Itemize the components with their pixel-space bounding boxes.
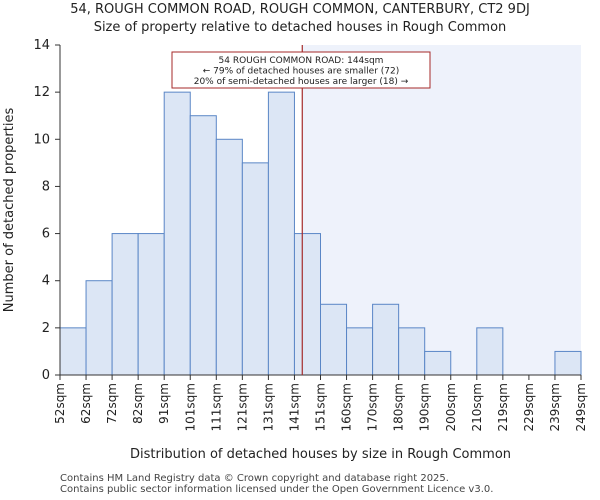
annotation-line: 54 ROUGH COMMON ROAD: 144sqm xyxy=(219,56,384,66)
y-tick-label: 2 xyxy=(42,321,50,336)
x-tick-label: 82sqm xyxy=(131,383,145,424)
x-tick-label: 121sqm xyxy=(235,383,249,431)
histogram-bar xyxy=(189,115,217,376)
x-tick-label: 170sqm xyxy=(366,383,380,431)
y-tick-label: 4 xyxy=(42,274,50,289)
y-tick-label: 8 xyxy=(42,179,50,194)
histogram-bar xyxy=(398,327,426,376)
x-tick-label: 249sqm xyxy=(574,383,588,431)
histogram-bar xyxy=(346,327,374,376)
x-tick-label: 180sqm xyxy=(392,383,406,431)
histogram-bar xyxy=(554,350,582,376)
histogram-bar xyxy=(372,303,400,376)
chart-title: 54, ROUGH COMMON ROAD, ROUGH COMMON, CAN… xyxy=(70,2,530,17)
y-tick-label: 10 xyxy=(33,132,50,147)
x-tick-label: 72sqm xyxy=(105,383,119,424)
x-tick-label: 151sqm xyxy=(314,383,328,431)
annotation-box xyxy=(171,51,431,89)
y-tick-label: 6 xyxy=(42,227,50,242)
histogram-bar xyxy=(476,327,504,376)
x-tick-label: 111sqm xyxy=(209,383,223,431)
histogram-bar xyxy=(137,233,165,376)
x-tick-label: 52sqm xyxy=(53,383,67,424)
histogram-bar xyxy=(293,233,322,376)
y-tick-label: 12 xyxy=(33,85,50,100)
footer-copyright: Contains HM Land Registry data © Crown c… xyxy=(60,473,449,484)
histogram-bar xyxy=(241,162,269,376)
histogram-bar xyxy=(424,350,452,376)
histogram-bar xyxy=(267,91,295,376)
histogram-bar xyxy=(85,280,113,376)
x-tick-label: 131sqm xyxy=(261,383,275,431)
x-tick-label: 229sqm xyxy=(522,383,536,431)
x-tick-label: 219sqm xyxy=(496,383,510,431)
histogram-bar xyxy=(215,138,243,376)
x-tick-label: 239sqm xyxy=(548,383,562,431)
histogram-bar xyxy=(320,303,348,376)
y-tick-label: 0 xyxy=(42,368,50,383)
x-tick-label: 141sqm xyxy=(287,383,301,431)
annotation-line: 20% of semi-detached houses are larger (… xyxy=(194,77,409,87)
y-axis-label: Number of detached properties xyxy=(2,108,17,313)
footer-licence: Contains public sector information licen… xyxy=(60,484,494,495)
x-tick-label: 210sqm xyxy=(470,383,484,431)
x-tick-label: 62sqm xyxy=(79,383,93,424)
x-tick-label: 190sqm xyxy=(418,383,432,431)
x-tick-label: 160sqm xyxy=(340,383,354,431)
annotation-line: ← 79% of detached houses are smaller (72… xyxy=(203,67,400,77)
histogram-bar xyxy=(163,91,191,376)
histogram-bar xyxy=(111,233,139,376)
x-tick-label: 91sqm xyxy=(157,383,171,424)
histogram-bar xyxy=(59,327,87,376)
y-tick-label: 14 xyxy=(33,38,50,53)
x-axis-label: Distribution of detached houses by size … xyxy=(130,447,511,462)
chart-subtitle: Size of property relative to detached ho… xyxy=(93,20,507,35)
x-tick-label: 200sqm xyxy=(444,383,458,431)
larger-region-shade xyxy=(302,45,581,375)
x-tick-label: 101sqm xyxy=(183,383,197,431)
